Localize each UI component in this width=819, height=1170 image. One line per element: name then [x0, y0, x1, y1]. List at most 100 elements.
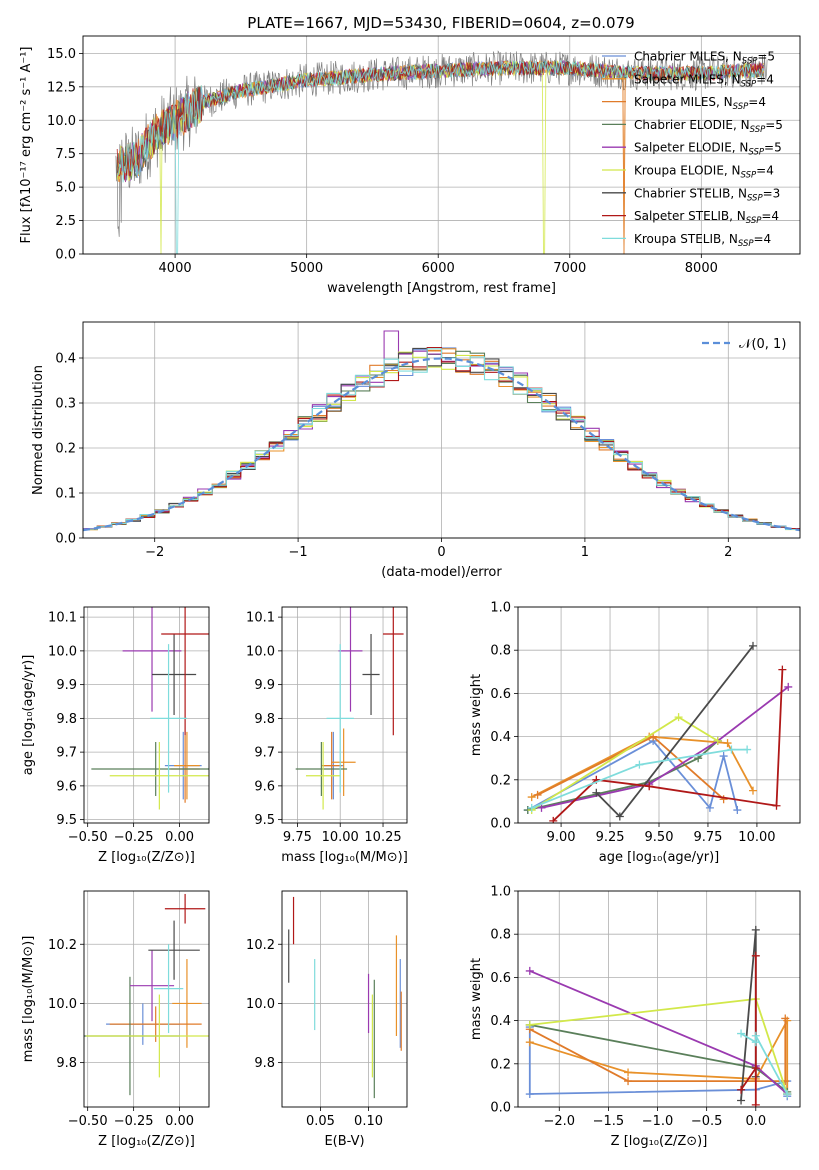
y-tick-label: 0.1 [55, 487, 76, 502]
legend-label: Chabrier STELIB, NSSP=3 [634, 186, 780, 203]
x-tick-label: 5000 [290, 261, 323, 276]
panel-mass_vs_ebv: 0.05 0.10 9.8 10.0 10.2 E(B-V) [246, 890, 408, 1149]
y-tick-label: 0.4 [490, 1014, 511, 1029]
massweight-marker-8 [751, 1031, 760, 1040]
y-tick-label: 1.0 [490, 885, 511, 900]
y-tick-label: 10.0 [47, 114, 76, 129]
plot-area-residuals [83, 330, 800, 532]
y-tick-label: 9.8 [254, 1056, 275, 1071]
x-axis-label: Z [log₁₀(Z/Z⊙)] [98, 1134, 195, 1149]
x-axis-label: Z [log₁₀(Z/Z⊙)] [98, 850, 195, 865]
axes-frame [82, 321, 801, 539]
x-tick-label: 0.00 [165, 1114, 194, 1129]
x-tick-label: 9.25 [596, 830, 625, 845]
y-axis-label: mass weight [469, 958, 484, 1040]
x-tick-label: −2 [145, 545, 164, 560]
y-tick-label: 10.0 [246, 997, 275, 1012]
massweight-marker-1 [527, 793, 536, 802]
panel-residuals: −2 −1 0 1 2 0.0 0.1 0.2 0.3 0.4 (data-model)/error… [31, 321, 801, 580]
y-tick-label: 9.6 [254, 779, 275, 794]
y-tick-label: 5.0 [55, 181, 76, 196]
y-tick-label: 0.4 [490, 730, 511, 745]
massweight-marker-5 [525, 1020, 534, 1029]
y-axis-label: age [log₁₀(age/yr)] [21, 655, 36, 776]
x-axis-label: age [log₁₀(age/yr)] [599, 850, 720, 865]
y-tick-label: 1.0 [490, 601, 511, 616]
x-tick-label: 9.00 [547, 830, 576, 845]
y-tick-label: 10.0 [48, 997, 77, 1012]
x-tick-label: 10.00 [738, 830, 775, 845]
x-tick-label: 10.00 [322, 830, 359, 845]
y-tick-label: 0.2 [55, 442, 76, 457]
y-tick-label: 0.8 [490, 928, 511, 943]
massweight-marker-7 [751, 951, 760, 960]
y-tick-label: 9.8 [254, 712, 275, 727]
panel-massweight_vs_Z: −2.0 −1.5 −1.0 −0.5 0.0 0.0 0.2 0.4 0.6 0.8 1.0 Z [… [469, 885, 801, 1149]
panel-massweight_vs_age: 9.00 9.25 9.50 9.75 10.00 0.0 0.2 0.4 0.6 0.8 1.0 a… [469, 601, 801, 865]
massweight-marker-0 [733, 806, 742, 815]
y-tick-label: 10.2 [48, 938, 77, 953]
plot-area-age_vs_Z [91, 607, 209, 810]
x-tick-label: 9.75 [283, 830, 312, 845]
y-tick-label: 10.1 [246, 611, 275, 626]
legend-label: Chabrier ELODIE, NSSP=5 [634, 118, 783, 135]
x-tick-label: 9.50 [645, 830, 674, 845]
y-tick-label: 9.9 [254, 678, 275, 693]
plot-area-mass_vs_ebv [288, 896, 402, 1099]
massweight-marker-2 [533, 790, 542, 799]
y-tick-label: 9.6 [56, 779, 77, 794]
spectrum-data-line [115, 50, 768, 237]
massweight-marker-7 [751, 1064, 760, 1073]
residual-histogram-5 [83, 351, 800, 531]
axes-frame [517, 606, 801, 824]
x-tick-label: 0.10 [354, 1114, 383, 1129]
x-tick-label: 0 [437, 545, 445, 560]
massweight-line-8 [531, 748, 748, 809]
axes-frame [517, 890, 801, 1108]
massweight-line-7 [740, 955, 757, 1105]
y-tick-label: 0.4 [55, 352, 76, 367]
massweight-marker-8 [727, 745, 736, 754]
x-axis-label: Z [log₁₀(Z/Z⊙)] [611, 1134, 708, 1149]
y-tick-label: 0.0 [490, 817, 511, 832]
axes-frame [82, 35, 801, 255]
y-tick-label: 9.5 [56, 813, 77, 828]
spectrum-model-line-5 [116, 60, 765, 254]
massweight-marker-2 [624, 1077, 633, 1086]
y-axis-label: mass weight [469, 674, 484, 756]
x-tick-label: −0.50 [68, 830, 108, 845]
panel-spectrum: 4000 5000 6000 7000 8000 0.0 2.5 5.0 7.5 10.0 12.5… [19, 35, 801, 296]
plot-area-spectrum [115, 50, 768, 254]
spectrum-model-line-8 [116, 60, 765, 254]
massweight-marker-2 [719, 795, 728, 804]
y-axis-label: Normed distribution [31, 365, 46, 495]
panel-age_vs_Z: −0.50 −0.25 0.00 9.5 9.6 9.7 9.8 9.9 10.0 10.1 Z [… [21, 606, 210, 865]
x-tick-label: 8000 [685, 261, 718, 276]
spectrum-model-line-7 [116, 60, 764, 180]
massweight-marker-6 [749, 641, 757, 650]
axes-frame [83, 890, 210, 1108]
x-tick-label: 4000 [159, 261, 192, 276]
x-tick-label: 6000 [422, 261, 455, 276]
y-tick-label: 15.0 [47, 47, 76, 62]
plot-area-massweight_vs_age [523, 641, 793, 823]
y-tick-label: 0.2 [490, 1057, 511, 1072]
massweight-marker-7 [549, 816, 558, 823]
legend-label: 𝒩(0, 1) [739, 337, 786, 352]
x-tick-label: 9.75 [693, 830, 722, 845]
massweight-marker-6 [737, 1096, 746, 1105]
massweight-marker-7 [645, 782, 654, 791]
x-axis-label: mass [log₁₀(M/M⊙)] [281, 850, 408, 865]
massweight-marker-1 [749, 786, 757, 795]
massweight-marker-7 [772, 801, 781, 810]
massweight-marker-8 [635, 760, 644, 769]
massweight-marker-7 [778, 665, 787, 674]
panel-mass_vs_Z: −0.50 −0.25 0.00 9.8 10.0 10.2 Z [log₁₀(Z/Z⊙)]… [21, 890, 210, 1149]
panel-age_vs_mass: 9.75 10.00 10.25 9.5 9.6 9.7 9.8 9.9 10.0 10.1 mas… [246, 606, 408, 865]
massweight-marker-1 [723, 739, 732, 748]
legend-label: Kroupa MILES, NSSP=4 [634, 95, 766, 112]
y-tick-label: 0.6 [490, 971, 511, 986]
panels-layer: 4000 5000 6000 7000 80000.02.55.07.510.012.5… [19, 35, 801, 1149]
plot-area-massweight_vs_Z [525, 925, 792, 1107]
